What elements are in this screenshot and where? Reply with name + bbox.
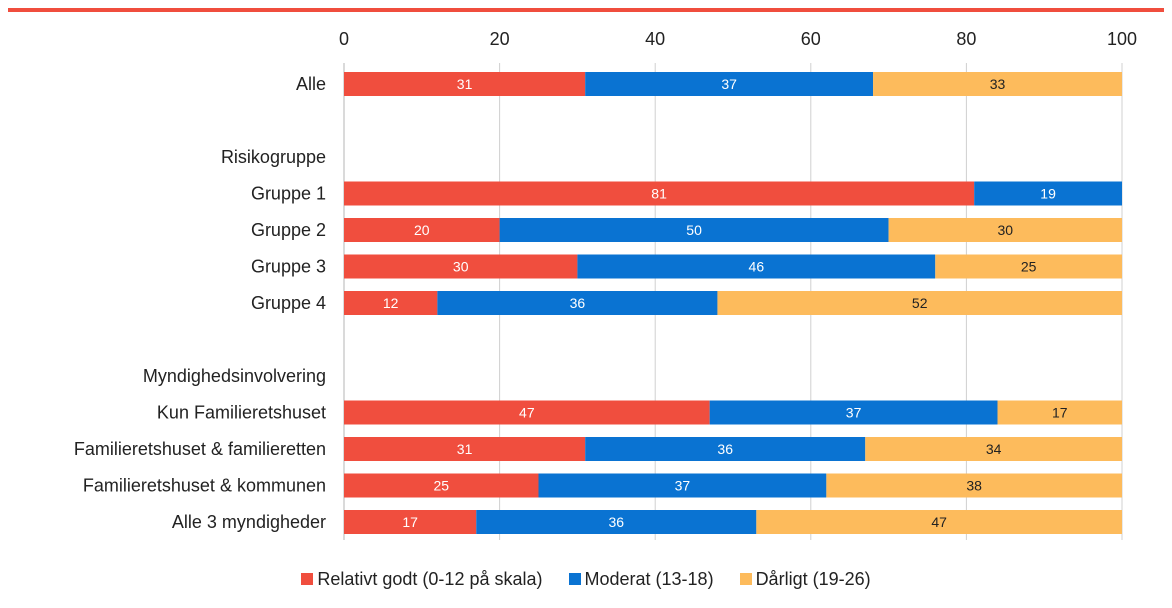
data-label-alle-3-myndigheder-relativt-godt-0-12-paa-skala: 17 <box>402 514 418 530</box>
bar-segment-gruppe-4-daarligt-19-26 <box>717 291 1122 315</box>
x-tick-label-20: 20 <box>490 29 510 49</box>
category-label-risikogruppe: Risikogruppe <box>221 147 326 167</box>
data-label-gruppe-4-daarligt-19-26: 52 <box>912 295 928 311</box>
data-label-familieretshuset-familieretten-daarligt-19-26: 34 <box>986 441 1002 457</box>
bar-segment-familieretshuset-familieretten-daarligt-19-26 <box>865 437 1122 461</box>
legend-item-daarligt: Dårligt (19-26) <box>739 568 871 590</box>
category-label-gruppe-3: Gruppe 3 <box>251 257 326 277</box>
category-label-familieretshuset-familieretten: Familieretshuset & familieretten <box>74 439 326 459</box>
data-label-gruppe-2-moderat-13-18: 50 <box>686 222 702 238</box>
bar-segment-alle-3-myndigheder-daarligt-19-26 <box>756 510 1122 534</box>
bar-segment-alle-daarligt-19-26 <box>873 72 1122 96</box>
data-label-familieretshuset-kommunen-daarligt-19-26: 38 <box>966 478 982 494</box>
legend-label-relativt-godt: Relativt godt (0-12 på skala) <box>317 568 543 589</box>
x-tick-label-100: 100 <box>1107 29 1137 49</box>
data-label-gruppe-1-moderat-13-18: 19 <box>1040 186 1056 202</box>
bar-segment-gruppe-1-relativt-godt-0-12-paa-skala <box>344 181 975 206</box>
data-label-familieretshuset-kommunen-moderat-13-18: 37 <box>675 478 691 494</box>
data-label-gruppe-2-relativt-godt-0-12-paa-skala: 20 <box>414 222 430 238</box>
data-label-gruppe-3-relativt-godt-0-12-paa-skala: 30 <box>453 259 469 275</box>
bar-segment-gruppe-1-moderat-13-18 <box>974 181 1122 206</box>
data-label-gruppe-3-moderat-13-18: 46 <box>749 259 765 275</box>
data-label-familieretshuset-kommunen-relativt-godt-0-12-paa-skala: 25 <box>433 478 449 494</box>
data-label-alle-moderat-13-18: 37 <box>721 76 737 92</box>
legend-label-daarligt: Dårligt (19-26) <box>755 568 871 589</box>
data-label-alle-3-myndigheder-moderat-13-18: 36 <box>609 514 625 530</box>
data-label-gruppe-2-daarligt-19-26: 30 <box>998 222 1014 238</box>
bar-segment-gruppe-3-moderat-13-18 <box>577 254 936 279</box>
top-accent-rule <box>8 8 1164 12</box>
legend-swatch-moderat <box>568 573 581 585</box>
x-tick-label-60: 60 <box>801 29 821 49</box>
data-label-gruppe-1-relativt-godt-0-12-paa-skala: 81 <box>651 186 667 202</box>
bar-segment-gruppe-4-relativt-godt-0-12-paa-skala <box>344 291 438 315</box>
x-tick-label-80: 80 <box>956 29 976 49</box>
bar-segment-gruppe-3-daarligt-19-26 <box>935 254 1122 279</box>
bar-segment-alle-3-myndigheder-moderat-13-18 <box>476 510 757 534</box>
category-label-kun-familieretshuset: Kun Familieretshuset <box>157 403 326 423</box>
data-label-alle-daarligt-19-26: 33 <box>990 76 1006 92</box>
category-label-gruppe-1: Gruppe 1 <box>251 184 326 204</box>
data-label-gruppe-3-daarligt-19-26: 25 <box>1021 259 1037 275</box>
bar-segment-familieretshuset-kommunen-relativt-godt-0-12-paa-skala <box>344 473 539 498</box>
legend-label-moderat: Moderat (13-18) <box>584 568 714 589</box>
data-label-alle-relativt-godt-0-12-paa-skala: 31 <box>457 76 473 92</box>
category-label-gruppe-4: Gruppe 4 <box>251 293 326 313</box>
legend-swatch-daarligt <box>739 573 752 585</box>
data-label-gruppe-4-moderat-13-18: 36 <box>570 295 586 311</box>
category-label-myndighedsinvolvering: Myndighedsinvolvering <box>143 366 326 386</box>
data-label-gruppe-4-relativt-godt-0-12-paa-skala: 12 <box>383 295 399 311</box>
x-tick-label-40: 40 <box>645 29 665 49</box>
chart-legend: Relativt godt (0-12 på skala) Moderat (1… <box>0 566 1172 592</box>
bar-segment-gruppe-2-moderat-13-18 <box>499 218 889 242</box>
stacked-bar-chart: 0 20 40 60 80 100 Alle 31 37 33 Risikogruppe Gruppe… <box>74 29 1137 540</box>
data-label-kun-familieretshuset-daarligt-19-26: 17 <box>1052 405 1068 421</box>
category-label-alle-3-myndigheder: Alle 3 myndigheder <box>172 512 326 532</box>
category-label-familieretshuset-kommunen: Familieretshuset & kommunen <box>83 476 326 496</box>
legend-item-relativt-godt: Relativt godt (0-12 på skala) <box>301 568 543 590</box>
bar-segment-kun-familieretshuset-relativt-godt-0-12-paa-skala <box>344 400 710 425</box>
bar-segment-familieretshuset-kommunen-daarligt-19-26 <box>826 473 1122 498</box>
bar-segment-gruppe-2-relativt-godt-0-12-paa-skala <box>344 218 500 242</box>
bar-segment-kun-familieretshuset-moderat-13-18 <box>709 400 998 425</box>
bar-segment-gruppe-3-relativt-godt-0-12-paa-skala <box>344 254 578 279</box>
data-label-kun-familieretshuset-moderat-13-18: 37 <box>846 405 862 421</box>
data-label-familieretshuset-familieretten-relativt-godt-0-12-paa-skala: 31 <box>457 441 473 457</box>
bar-segment-kun-familieretshuset-daarligt-19-26 <box>997 400 1122 425</box>
data-label-kun-familieretshuset-relativt-godt-0-12-paa-skala: 47 <box>519 405 535 421</box>
bar-segment-familieretshuset-familieretten-moderat-13-18 <box>585 437 866 461</box>
bar-segment-gruppe-2-daarligt-19-26 <box>888 218 1122 242</box>
bar-segment-alle-3-myndigheder-relativt-godt-0-12-paa-skala <box>344 510 477 534</box>
data-label-alle-3-myndigheder-daarligt-19-26: 47 <box>931 514 947 530</box>
bar-segment-gruppe-4-moderat-13-18 <box>437 291 718 315</box>
bar-segment-alle-relativt-godt-0-12-paa-skala <box>344 72 586 96</box>
category-label-gruppe-2: Gruppe 2 <box>251 220 326 240</box>
bar-segment-familieretshuset-familieretten-relativt-godt-0-12-paa-skala <box>344 437 586 461</box>
legend-item-moderat: Moderat (13-18) <box>568 568 714 590</box>
bar-segment-familieretshuset-kommunen-moderat-13-18 <box>538 473 827 498</box>
bar-segment-alle-moderat-13-18 <box>585 72 874 96</box>
legend-swatch-relativt-godt <box>301 573 314 585</box>
category-label-alle: Alle <box>296 74 326 94</box>
x-tick-label-0: 0 <box>339 29 349 49</box>
data-label-familieretshuset-familieretten-moderat-13-18: 36 <box>717 441 733 457</box>
